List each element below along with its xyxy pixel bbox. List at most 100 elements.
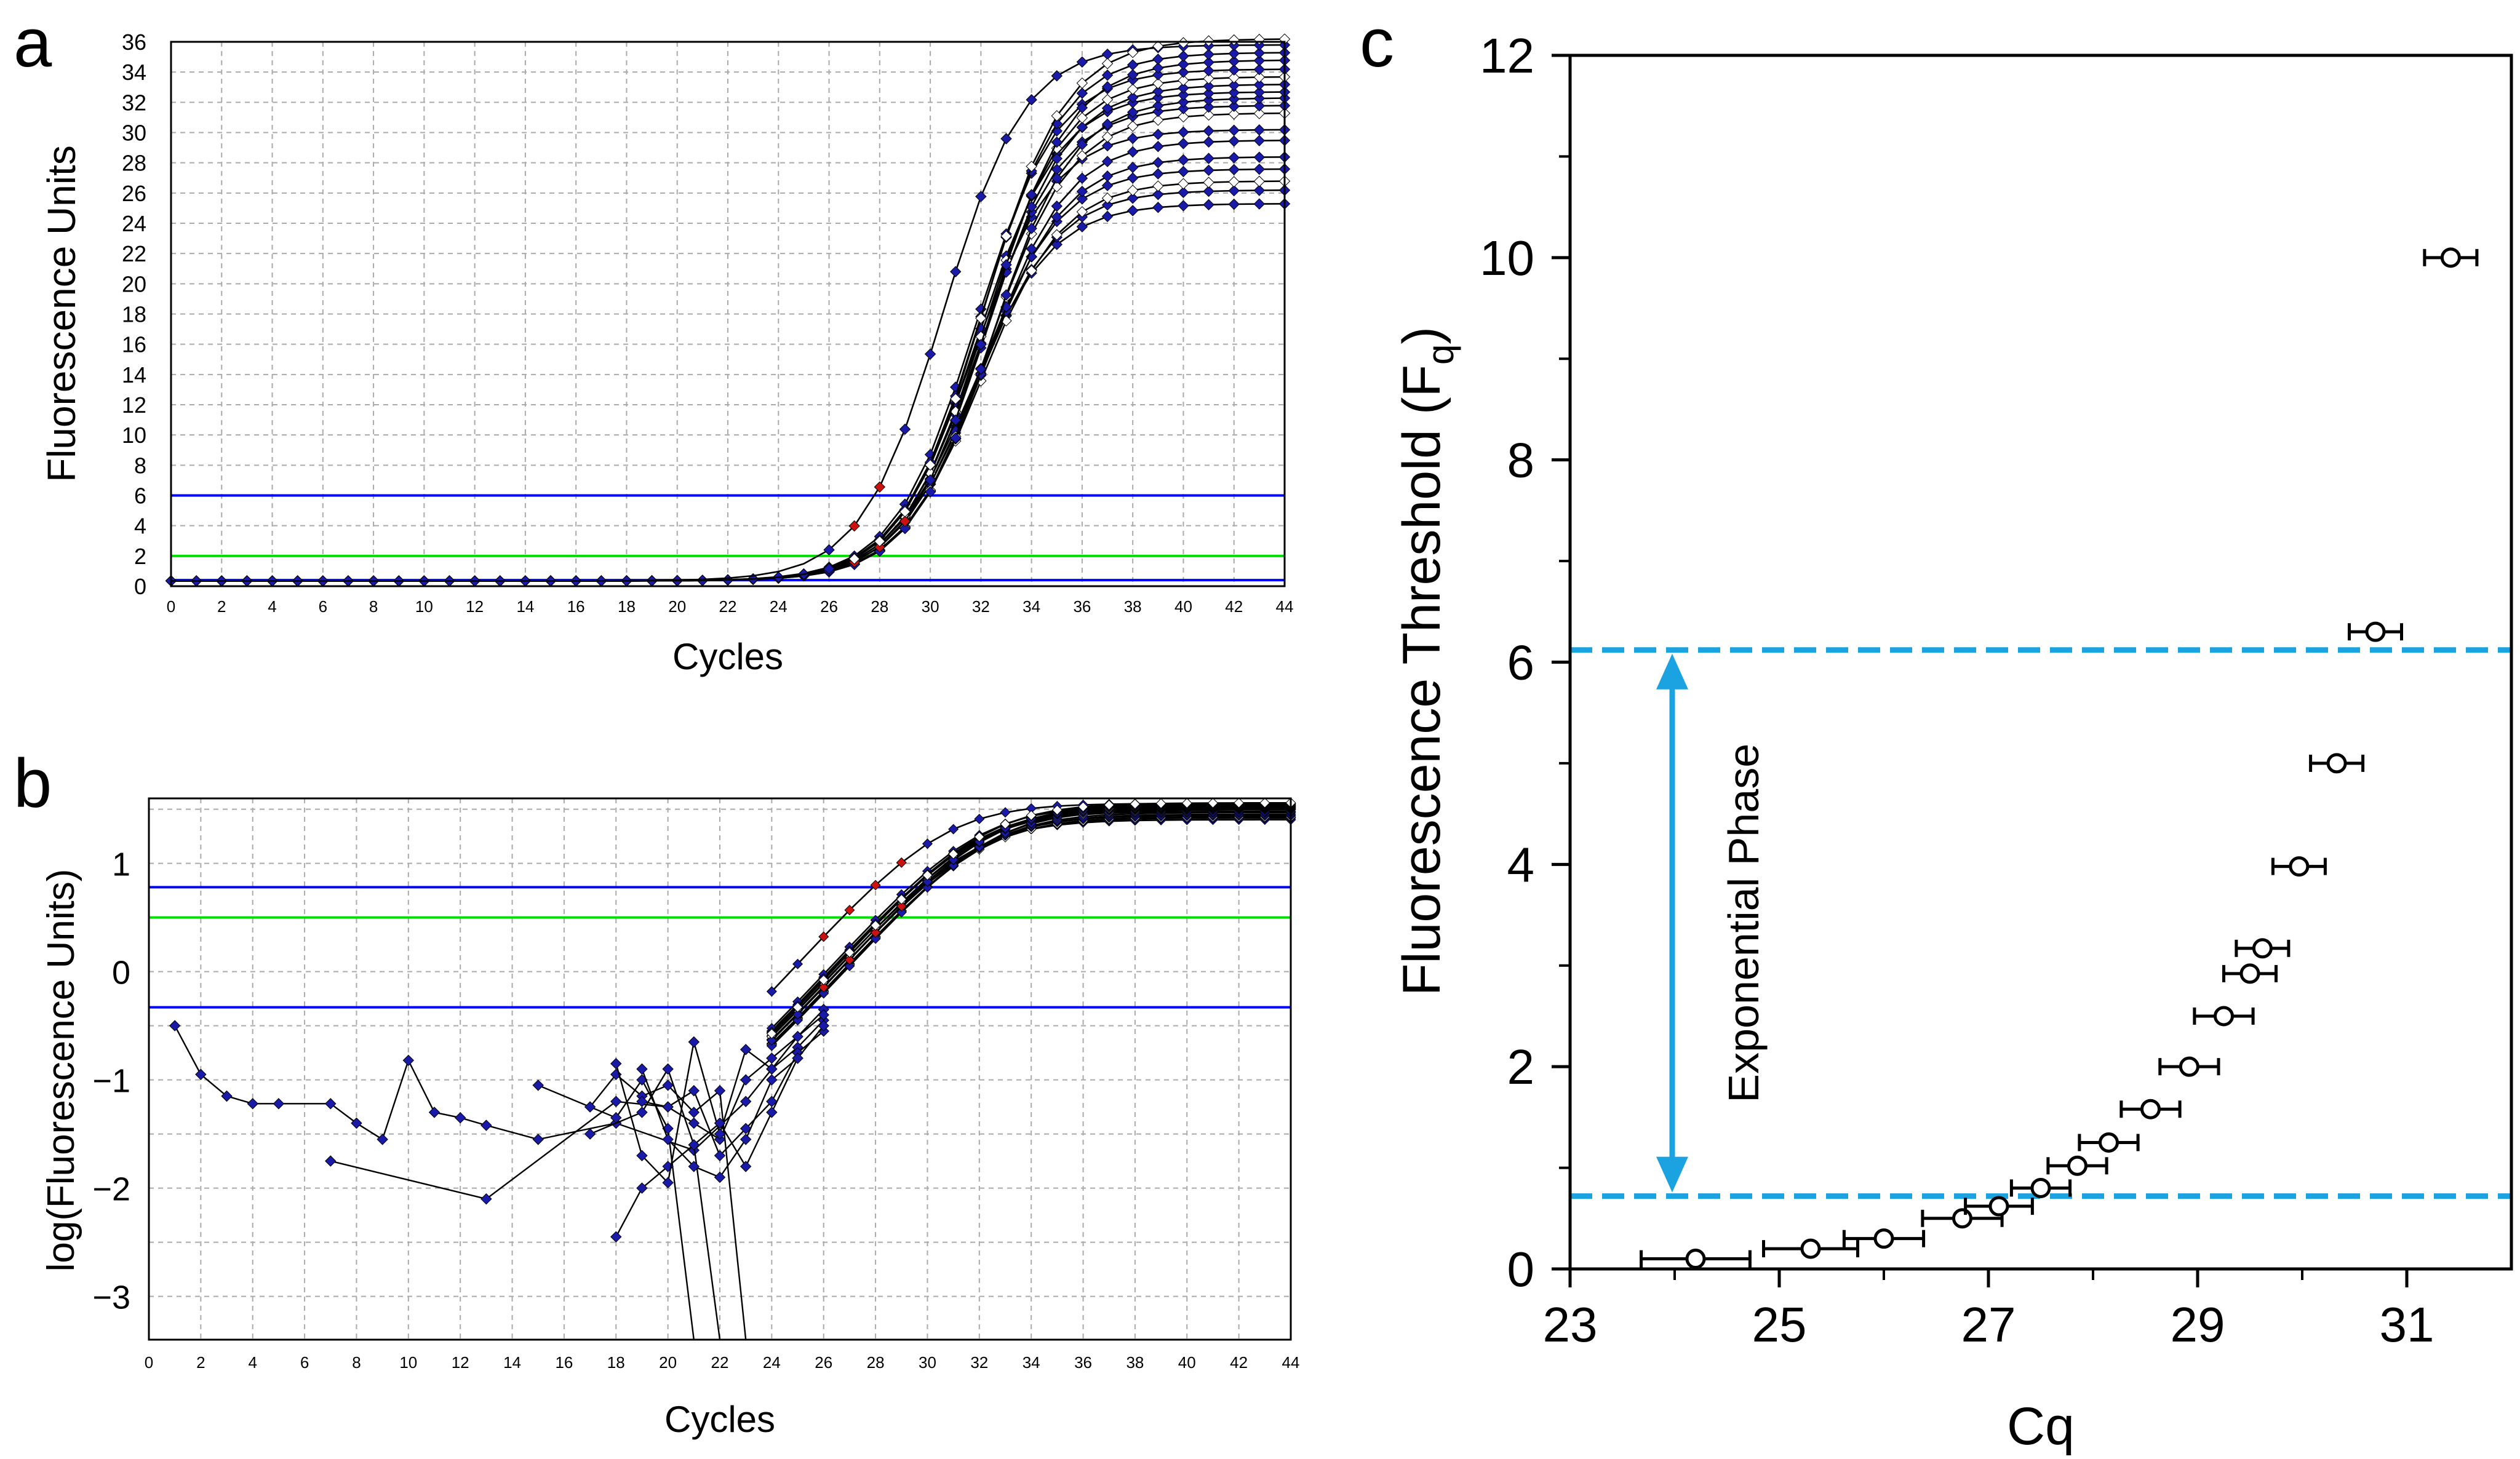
curve-marker	[1126, 161, 1139, 173]
curve-marker	[740, 1095, 752, 1107]
curve-marker	[740, 1074, 752, 1086]
data-point	[1952, 1208, 1972, 1229]
y-axis-label-subscript: q	[1420, 344, 1461, 365]
curve-marker	[1152, 62, 1164, 74]
curve-marker	[1051, 70, 1063, 82]
curve-marker	[1026, 223, 1037, 234]
x-tick-label: 22	[719, 597, 737, 616]
curve-marker	[950, 414, 962, 426]
curve-marker	[1076, 121, 1088, 133]
curve-marker	[636, 1107, 648, 1118]
curve-marker	[636, 1182, 648, 1194]
curve-marker	[1253, 79, 1266, 91]
curve-marker	[1101, 180, 1114, 191]
noisy-curve	[174, 1019, 824, 1151]
curve-marker	[1076, 193, 1088, 205]
curve-marker	[950, 393, 962, 405]
log-amplification-curves	[169, 797, 1296, 1340]
curve-marker	[1228, 164, 1240, 175]
curve-marker	[1000, 133, 1012, 145]
curve-marker	[1101, 131, 1114, 143]
curve-marker	[844, 954, 855, 965]
curve-marker	[1253, 175, 1266, 188]
x-tick-label: 40	[1174, 597, 1192, 616]
curve-marker	[1228, 100, 1240, 113]
curve-marker	[1203, 87, 1214, 100]
curve-marker	[1126, 172, 1139, 184]
phase-arrow-head-up	[1656, 653, 1688, 690]
x-tick-label: 10	[399, 1353, 417, 1372]
x-tick-label: 36	[1073, 597, 1091, 616]
curve-marker	[1178, 186, 1189, 199]
data-point	[2140, 1099, 2161, 1119]
curve-marker	[1228, 124, 1240, 137]
curve-marker	[1101, 210, 1114, 223]
data-points	[1640, 247, 2479, 1270]
exponential-phase-markers: Exponential Phase	[1570, 647, 2511, 1199]
curve-marker	[899, 506, 911, 518]
x-tick-label: 12	[466, 597, 484, 616]
x-tick-label: 44	[1282, 1353, 1300, 1372]
curve-marker	[1178, 58, 1189, 70]
curve-marker	[636, 1095, 648, 1107]
y-tick-label: 12	[1480, 28, 1534, 83]
curve-marker	[636, 1063, 648, 1075]
curve-marker	[1152, 157, 1164, 169]
curve-marker	[1178, 96, 1189, 108]
curve-marker	[1178, 178, 1189, 189]
curve-marker	[1253, 71, 1266, 83]
curve-marker	[662, 1177, 674, 1188]
curve-marker	[454, 1112, 466, 1124]
curve-marker	[273, 1098, 285, 1110]
curve-marker	[1178, 89, 1189, 101]
x-tick-label: 22	[711, 1353, 729, 1372]
curve-marker	[844, 905, 855, 916]
curve-marker	[1228, 176, 1240, 188]
x-tick-label: 20	[659, 1353, 677, 1372]
x-tick-labels: 0 2 4 6 8 10 12 14 16 18 20 22 24 26 28 30 32 34 36 38 40 42 4…	[145, 1353, 1300, 1372]
curve-marker	[1051, 164, 1063, 175]
panel-a: 0 2 4 6 8 10 12 14 16 18 20 22 24 26 28 30 32 34 36 38 40 42 4…	[39, 30, 1293, 677]
y-axis-label: Fluorescence Threshold (Fq)	[1392, 327, 1461, 996]
data-point	[2326, 753, 2347, 774]
x-tick-label: 10	[415, 597, 433, 616]
x-tick-label: 0	[167, 597, 175, 616]
curve-marker	[1203, 136, 1214, 148]
y-tick-label: 4	[134, 514, 146, 539]
amplification-curve	[171, 180, 1285, 582]
x-tick-label: 42	[1225, 597, 1243, 616]
panel-b: 0 2 4 6 8 10 12 14 16 18 20 22 24 26 28 30 32 34 36 38 40 42 4…	[40, 797, 1300, 1440]
curve-marker	[1051, 172, 1063, 184]
curve-marker	[848, 553, 860, 565]
x-tick-label: 6	[319, 597, 327, 616]
curve-marker	[1152, 168, 1164, 180]
curve-marker	[1228, 198, 1240, 210]
curve-marker	[714, 1128, 726, 1140]
curve-marker	[1253, 163, 1266, 175]
curve-marker	[1000, 807, 1011, 818]
curve-marker	[1026, 189, 1037, 201]
x-tick-label: 0	[145, 1353, 153, 1372]
data-point	[1685, 1249, 1706, 1270]
curve-marker	[1178, 200, 1189, 212]
curve-marker	[896, 900, 907, 912]
y-tick-label: 8	[134, 453, 146, 478]
curve-marker	[351, 1117, 362, 1129]
curve-marker	[532, 1134, 544, 1145]
curve-marker	[948, 854, 959, 865]
x-tick-label: 14	[516, 597, 534, 616]
curve-marker	[1228, 79, 1240, 91]
curve-marker	[1101, 70, 1114, 81]
data-point	[1800, 1238, 1821, 1259]
curve-marker	[662, 1079, 674, 1091]
curve-marker	[922, 838, 933, 849]
curve-marker	[1126, 92, 1139, 103]
y-tick-label: 0	[112, 955, 130, 992]
curve-marker	[1253, 198, 1266, 210]
curve-marker	[1253, 47, 1266, 59]
curve-marker	[1253, 108, 1266, 119]
curve-marker	[1152, 106, 1164, 117]
curve-marker	[1126, 69, 1139, 81]
curve-marker	[1026, 94, 1037, 106]
curve-marker	[1076, 138, 1088, 151]
